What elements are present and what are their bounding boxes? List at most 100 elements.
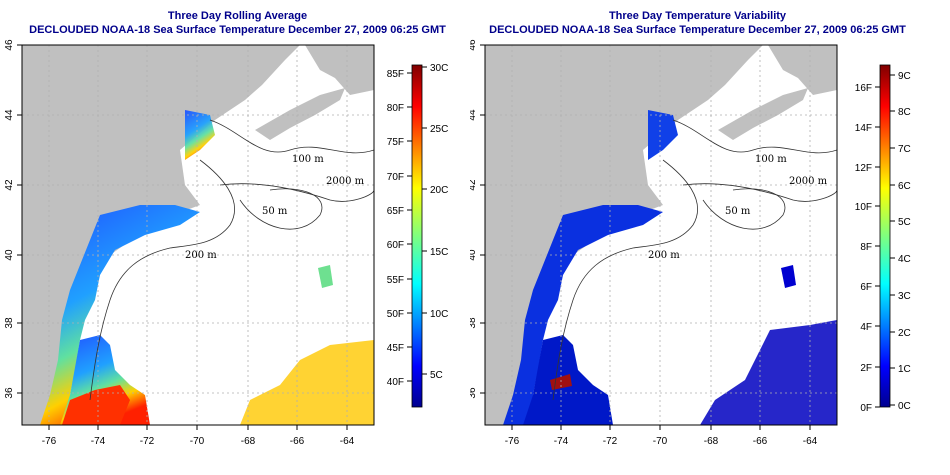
colorbar-f-label: 55F <box>387 275 404 286</box>
colorbar-f-label: 50F <box>387 309 404 320</box>
colorbar-c-label: 4C <box>898 254 911 265</box>
colorbar-f-label: 8F <box>860 242 872 253</box>
colorbar-c-label: 3C <box>898 291 911 302</box>
depth-label-100m: 100 m <box>292 154 324 165</box>
colorbar-f-label: 70F <box>387 172 404 183</box>
y-axis <box>480 44 485 394</box>
colorbar-f-label: 2F <box>860 363 872 374</box>
x-tick-label: -68 <box>241 436 256 447</box>
variability-offshore <box>700 320 837 425</box>
sst-data-coastal-strip <box>185 110 215 160</box>
colorbar-c-label: 9C <box>898 71 911 82</box>
x-tick-label: -72 <box>603 436 618 447</box>
bathymetry-contours <box>89 119 374 401</box>
bathymetry-contours <box>552 119 837 401</box>
y-tick-label: 38 <box>470 317 478 329</box>
colorbar-f-label: 60F <box>387 240 404 251</box>
ocean-area <box>503 45 837 425</box>
colorbar-c-label: 5C <box>430 370 443 381</box>
colorbar-f-label: 0F <box>860 403 872 414</box>
colorbar-f-label: 65F <box>387 206 404 217</box>
colorbar-c-label: 2C <box>898 328 911 339</box>
left-colorbar-ticks <box>407 66 427 382</box>
colorbar-c-label: 15C <box>430 247 448 258</box>
y-tick-label: 40 <box>470 249 478 261</box>
y-tick-label: 42 <box>4 179 15 191</box>
colorbar-c-label: 20C <box>430 185 448 196</box>
right-colorbar <box>879 64 891 408</box>
y-tick-label: 46 <box>470 39 478 51</box>
colorbar-c-label: 1C <box>898 364 911 375</box>
colorbar-f-label: 40F <box>387 377 404 388</box>
ocean-area <box>40 45 374 425</box>
x-tick-label: -66 <box>753 436 768 447</box>
x-tick-label: -64 <box>340 436 355 447</box>
colorbar-c-label: 6C <box>898 181 911 192</box>
variability-coastal-strip <box>648 110 678 160</box>
y-tick-label: 42 <box>470 179 478 191</box>
depth-label-2000m: 2000 m <box>326 176 365 187</box>
colorbar-f-label: 12F <box>855 163 872 174</box>
variability-patch <box>781 265 796 288</box>
x-tick-label: -74 <box>554 436 569 447</box>
left-map-frame <box>21 44 375 426</box>
sst-warm-core <box>62 385 130 425</box>
nova-scotia-land <box>255 88 345 140</box>
y-tick-label: 46 <box>4 39 15 51</box>
depth-label-50m: 50 m <box>262 206 288 217</box>
newfoundland-land <box>305 45 374 95</box>
variability-shelf <box>503 205 663 425</box>
right-map-frame <box>484 44 838 426</box>
colorbar-f-label: 6F <box>860 282 872 293</box>
depth-label-50m: 50 m <box>725 206 751 217</box>
colorbar-f-label: 75F <box>387 137 404 148</box>
sst-patch-green <box>318 265 333 288</box>
y-tick-label: 44 <box>4 109 15 121</box>
left-map-panel: 100 m 2000 m 200 m 50 m -76 -74 -72 -70 … <box>4 39 448 447</box>
x-axis <box>511 425 811 430</box>
colorbar-f-label: 80F <box>387 103 404 114</box>
depth-label-100m: 100 m <box>755 154 787 165</box>
x-tick-label: -76 <box>505 436 520 447</box>
depth-label-2000m: 2000 m <box>789 176 828 187</box>
grid-lines <box>485 45 837 425</box>
right-map-subtitle: DECLOUDED NOAA-18 Sea Surface Temperatur… <box>489 24 906 36</box>
colorbar-f-label: 10F <box>855 202 872 213</box>
y-tick-label: 44 <box>470 109 478 121</box>
y-tick-label: 38 <box>4 317 15 329</box>
colorbar-c-label: 8C <box>898 107 911 118</box>
right-colorbar-ticks <box>875 74 895 408</box>
colorbar-c-label: 25C <box>430 124 448 135</box>
colorbar-c-label: 5C <box>898 217 911 228</box>
colorbar-f-label: 4F <box>860 322 872 333</box>
colorbar-f-label: 45F <box>387 343 404 354</box>
x-tick-label: -74 <box>91 436 106 447</box>
colorbar-f-label: 14F <box>855 123 872 134</box>
colorbar-c-label: 7C <box>898 144 911 155</box>
grid-lines <box>22 45 374 425</box>
colorbar-f-label: 16F <box>855 83 872 94</box>
sst-data-shelf <box>40 205 200 425</box>
left-map-title: Three Day Rolling Average <box>167 10 308 22</box>
colorbar-c-label: 10C <box>430 309 448 320</box>
x-tick-label: -64 <box>803 436 818 447</box>
y-tick-label: 36 <box>470 387 478 399</box>
x-axis <box>48 425 348 430</box>
depth-label-200m: 200 m <box>185 250 217 261</box>
newfoundland-land <box>768 45 837 95</box>
right-map-panel: 100 m 2000 m 200 m 50 m -76 -74 -72 -70 … <box>470 39 911 447</box>
depth-label-200m: 200 m <box>648 250 680 261</box>
left-map-subtitle: DECLOUDED NOAA-18 Sea Surface Temperatur… <box>29 24 446 36</box>
nova-scotia-land <box>718 88 808 140</box>
x-tick-label: -72 <box>140 436 155 447</box>
x-tick-label: -70 <box>653 436 668 447</box>
x-tick-label: -66 <box>290 436 305 447</box>
y-axis <box>17 44 22 394</box>
colorbar-c-label: 30C <box>430 63 448 74</box>
sst-offshore-yellow <box>240 340 374 425</box>
colorbar-c-label: 0C <box>898 401 911 412</box>
y-tick-label: 36 <box>4 387 15 399</box>
colorbar-f-label: 85F <box>387 69 404 80</box>
x-tick-label: -68 <box>704 436 719 447</box>
x-tick-label: -70 <box>190 436 205 447</box>
